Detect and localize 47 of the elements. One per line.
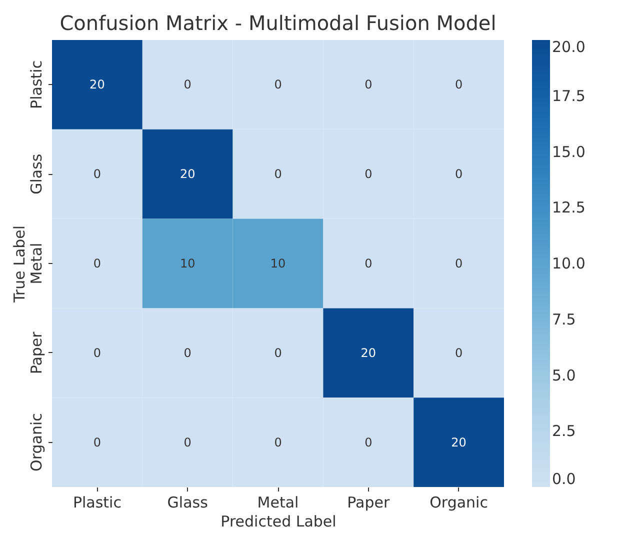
data-label: 0 bbox=[93, 346, 102, 360]
y-tick-label: Plastic bbox=[28, 60, 46, 109]
data-label: 10 bbox=[180, 256, 196, 270]
data-label: 10 bbox=[270, 256, 286, 270]
color-bar-label: 17.5 bbox=[552, 86, 586, 105]
data-label: 20 bbox=[90, 78, 105, 92]
data-label: 0 bbox=[454, 167, 463, 182]
data-label: 0 bbox=[274, 167, 282, 182]
data-label: 20 bbox=[451, 435, 466, 450]
data-label: 0 bbox=[364, 435, 372, 450]
data-label: 0 bbox=[364, 256, 372, 270]
data-label: 0 bbox=[184, 78, 192, 92]
x-tick-label: Organic bbox=[430, 494, 488, 512]
x-axis-title: Predicted Label bbox=[220, 512, 336, 530]
x-tick-label: Paper bbox=[347, 494, 390, 512]
x-tick-label: Plastic bbox=[72, 494, 122, 512]
y-tick-label: Metal bbox=[28, 242, 46, 284]
data-label: 0 bbox=[93, 167, 102, 182]
data-label: 0 bbox=[454, 78, 463, 92]
data-label: 0 bbox=[184, 435, 192, 450]
data-label: 0 bbox=[274, 346, 282, 360]
color-bar-label: 5.0 bbox=[552, 366, 576, 384]
color-bar-label: 15.0 bbox=[552, 142, 586, 161]
color-bar-label: 10.0 bbox=[552, 254, 586, 272]
y-tick-label: Glass bbox=[28, 154, 46, 194]
data-label: 0 bbox=[184, 346, 192, 360]
data-label: 0 bbox=[364, 78, 372, 92]
data-label: 0 bbox=[274, 435, 282, 450]
x-tick-label: Glass bbox=[167, 494, 208, 512]
color-bar-label: 0.0 bbox=[552, 470, 576, 488]
data-label: 20 bbox=[360, 346, 376, 360]
x-tick-label: Metal bbox=[257, 494, 299, 512]
data-label: 20 bbox=[180, 167, 196, 182]
data-label: 0 bbox=[93, 435, 102, 450]
data-label: 0 bbox=[454, 346, 463, 360]
y-tick-label: Organic bbox=[28, 413, 46, 472]
data-label: 0 bbox=[274, 78, 282, 92]
data-label: 0 bbox=[93, 256, 102, 270]
color-bar-label: 12.5 bbox=[552, 198, 586, 217]
y-tick-label: Paper bbox=[28, 330, 46, 374]
data-label: 0 bbox=[364, 167, 372, 182]
data-label: 0 bbox=[454, 256, 463, 270]
color-bar-label: 20.0 bbox=[552, 38, 586, 56]
color-bar-label: 7.5 bbox=[552, 310, 576, 328]
chart-title: Confusion Matrix - Multimodal Fusion Model bbox=[60, 11, 496, 35]
y-axis-title: True Label bbox=[10, 225, 28, 304]
color-bar-label: 2.5 bbox=[552, 422, 576, 440]
